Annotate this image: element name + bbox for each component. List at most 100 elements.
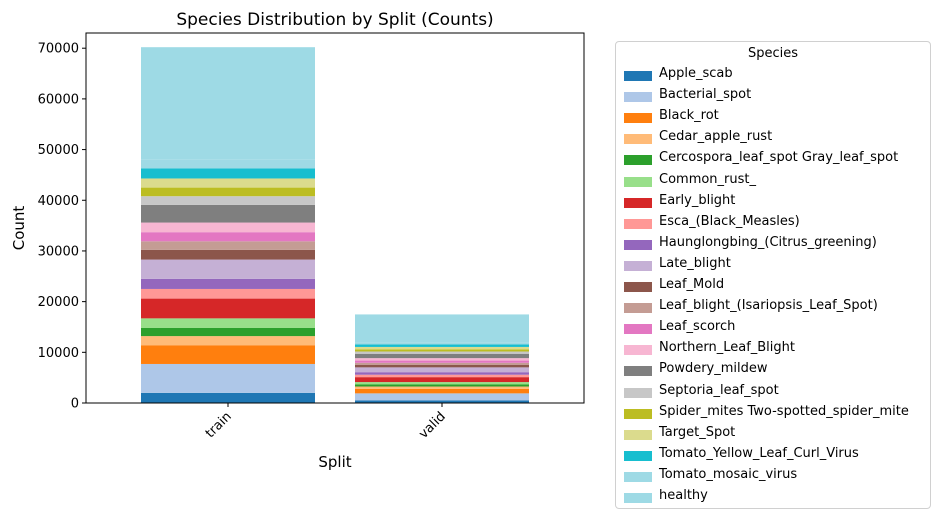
legend-item: Target_Spot [616,424,930,448]
y-tick-label: 40000 [38,194,79,209]
bar-segment-train-2 [141,345,315,364]
bar-segment-valid-1 [355,393,529,401]
legend-swatch [624,282,652,292]
legend-item: Cercospora_leaf_spot Gray_leaf_spot [616,150,930,173]
y-tick-label: 50000 [38,143,79,158]
legend-label: Esca_(Black_Measles) [659,213,800,229]
legend-label: Late_blight [659,255,731,271]
legend-label: Leaf_Mold [659,277,725,292]
legend-item: Tomato_Yellow_Leaf_Curl_Virus [616,445,930,469]
legend-swatch [624,239,652,250]
legend-swatch [624,197,652,208]
legend-swatch [624,176,652,187]
bar-segment-valid-6 [355,377,529,383]
legend-label: Leaf_blight_(Isariopsis_Leaf_Spot) [659,298,878,314]
bar-segment-train-9 [141,259,315,279]
bar-segment-valid-7 [355,374,529,378]
legend-item: Late_blight [616,255,930,279]
legend-swatch [624,450,652,461]
y-tick-label: 20000 [38,295,79,310]
legend-label: Cedar_apple_rust [659,129,773,145]
legend-label: Northern_Leaf_Blight [659,340,795,356]
legend-item: Northern_Leaf_Blight [616,340,930,363]
bar-segment-train-15 [141,196,315,205]
legend-label: Haunglongbing_(Citrus_greening) [659,234,877,250]
legend-label: Common_rust_ [659,171,757,187]
legend-item: Haunglongbing_(Citrus_greening) [616,234,930,258]
x-tick-label-train: train [203,409,235,441]
bar-segment-train-14 [141,204,315,223]
bar-segment-valid-8 [355,372,529,375]
legend-label: Black_rot [659,108,719,124]
bar-segment-train-5 [141,318,315,328]
legend-label: Tomato_mosaic_virus [659,466,798,482]
bar-segment-valid-19 [355,342,529,345]
legend-item: Septoria_leaf_spot [616,382,930,406]
legend-item: Common_rust_ [616,171,930,195]
bar-segment-train-18 [141,168,315,179]
bar-segment-train-7 [141,288,315,299]
legend-swatch [624,134,652,145]
legend-item: Black_rot [616,108,930,131]
legend-swatch [624,366,652,377]
legend-item: Cedar_apple_rust [616,129,930,152]
y-tick-label: 60000 [38,92,79,107]
legend-item: healthy [616,488,930,511]
bar-segment-train-11 [141,241,315,250]
legend-swatch [624,471,652,482]
legend: Species Apple_scab Bacterial_spot Black_ro… [615,41,931,509]
legend-swatch [624,408,652,419]
bar-segment-train-12 [141,232,315,242]
legend-item: Esca_(Black_Measles) [616,213,930,237]
legend-label: Cercospora_leaf_spot Gray_leaf_spot [659,150,899,166]
legend-label: Powdery_mildew [659,361,768,377]
y-tick-label: 70000 [38,42,79,57]
plot-frame [85,32,585,404]
legend-label: Early_blight [659,192,736,208]
legend-item: Leaf_Mold [616,277,930,300]
legend-swatch [624,92,652,103]
legend-label: Tomato_Yellow_Leaf_Curl_Virus [659,445,859,461]
legend-label: Target_Spot [659,424,736,440]
bar-segment-train-6 [141,298,315,319]
bar-segment-valid-0 [355,400,529,403]
bar-segment-train-17 [141,178,315,188]
legend-title: Species [747,46,799,61]
y-tick-label: 30000 [38,244,79,259]
bar-segment-valid-9 [355,367,529,373]
bar-segment-valid-16 [355,349,529,352]
bar-segment-train-10 [141,249,315,260]
legend-swatch [624,387,652,398]
legend-item: Leaf_scorch [616,319,930,342]
legend-item: Apple_scab [616,66,930,89]
bar-segment-valid-14 [355,353,529,359]
legend-swatch [624,260,652,271]
bar-segment-valid-11 [355,362,529,365]
legend-swatch [624,303,652,314]
legend-label: Leaf_scorch [659,319,736,335]
legend-item: Early_blight [616,192,930,216]
legend-label: Apple_scab [659,66,733,81]
bar-segment-valid-20 [355,314,529,343]
legend-swatch [624,155,652,166]
bar-segment-train-20 [141,47,315,160]
legend-swatch [624,113,652,124]
bar-segment-valid-5 [355,382,529,385]
legend-swatch [624,324,652,335]
bars-group [141,47,529,403]
bar-segment-train-8 [141,278,315,289]
x-axis-label: Split [318,453,351,471]
y-tick-label: 10000 [38,346,79,361]
y-axis-label: Count [10,206,28,251]
legend-swatch [624,429,652,440]
bar-segment-valid-4 [355,384,529,387]
legend-label: healthy [659,488,708,503]
legend-label: Bacterial_spot [659,87,752,103]
bar-segment-train-4 [141,327,315,337]
bar-segment-train-3 [141,336,315,346]
legend-label: Spider_mites Two-spotted_spider_mite [659,403,909,419]
bar-segment-train-0 [141,392,315,403]
legend-label: Septoria_leaf_spot [659,382,779,398]
bar-segment-valid-15 [355,351,529,354]
